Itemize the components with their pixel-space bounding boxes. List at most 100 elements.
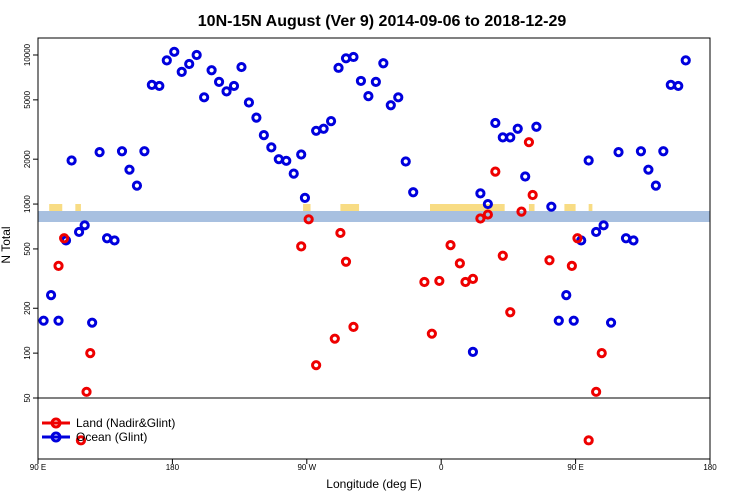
ocean-point <box>475 188 486 199</box>
ocean-point <box>299 192 311 203</box>
ocean-point <box>546 201 557 212</box>
ocean-point <box>408 187 419 198</box>
ocean-point <box>206 65 217 76</box>
ocean-point <box>355 75 367 87</box>
ocean-point <box>116 146 128 157</box>
land-point <box>296 241 307 252</box>
ocean-point <box>512 123 523 134</box>
x-tick-label: 180 <box>703 463 717 472</box>
ocean-point <box>400 156 411 167</box>
ocean-point <box>169 46 180 57</box>
ocean-point <box>591 226 602 238</box>
land-point <box>311 360 322 371</box>
land-point <box>329 333 340 344</box>
ocean-point <box>124 164 135 175</box>
ocean-point <box>139 146 150 157</box>
ocean-point <box>258 130 269 141</box>
y-tick-label: 5000 <box>23 90 32 108</box>
land-point <box>419 276 430 288</box>
land-point <box>527 189 538 201</box>
ocean-point <box>296 149 307 160</box>
ocean-point <box>568 315 579 326</box>
ocean-point <box>363 90 374 102</box>
ocean-point <box>251 112 262 123</box>
ocean-point <box>199 92 210 103</box>
land-point <box>85 348 96 359</box>
y-tick-label: 10000 <box>23 43 32 66</box>
y-axis-label: N Total <box>0 226 13 263</box>
land-point <box>523 137 535 148</box>
ocean-point <box>561 290 572 301</box>
ocean-point <box>79 220 90 231</box>
land-point <box>454 258 465 269</box>
ocean-point <box>393 92 404 103</box>
land-point <box>490 166 501 177</box>
ocean-point <box>658 146 669 157</box>
legend-land-label: Land (Nadir&Glint) <box>76 416 175 430</box>
ocean-point <box>490 117 501 129</box>
x-tick-label: 90 E <box>567 463 583 472</box>
ocean-point <box>184 58 195 70</box>
ocean-point <box>243 97 255 108</box>
ocean-point <box>176 66 187 78</box>
land-point <box>445 240 456 251</box>
ocean-point <box>605 317 617 328</box>
ocean-point <box>385 100 396 111</box>
land-point <box>335 227 346 239</box>
land-point <box>583 435 594 446</box>
ocean-point <box>38 315 49 326</box>
ocean-point <box>228 80 240 92</box>
ocean-point <box>628 235 639 246</box>
ocean-point <box>191 49 202 61</box>
coverage-band <box>38 211 710 222</box>
legend-ocean-label: Ocean (Glint) <box>76 430 147 444</box>
ocean-point <box>288 168 299 179</box>
ocean-point <box>213 76 225 87</box>
ocean-point <box>109 235 120 246</box>
plot-frame <box>37 37 711 460</box>
ocean-point <box>520 171 531 182</box>
ocean-point <box>531 121 542 132</box>
y-tick-label: 200 <box>23 301 32 315</box>
ocean-point <box>154 80 165 92</box>
x-tick-label: 90 W <box>297 463 316 472</box>
land-point <box>434 275 445 287</box>
y-tick-label: 1000 <box>23 195 32 213</box>
ocean-point <box>643 164 654 175</box>
ocean-point <box>281 155 292 166</box>
land-point <box>467 273 479 284</box>
ocean-point <box>467 346 479 357</box>
land-point <box>596 348 607 359</box>
ocean-point <box>370 76 381 87</box>
legend-land-marker <box>50 417 62 429</box>
ocean-point <box>635 146 647 157</box>
x-tick-label: 180 <box>166 463 180 472</box>
ocean-point <box>66 155 77 166</box>
ocean-point <box>378 58 389 69</box>
legend: Land (Nadir&Glint) Ocean (Glint) <box>42 416 175 444</box>
data-points <box>38 46 691 446</box>
land-point <box>303 214 314 225</box>
y-tick-label: 2000 <box>23 150 32 168</box>
ocean-point <box>161 55 172 66</box>
ocean-point <box>53 315 64 326</box>
ocean-point <box>673 80 684 92</box>
ocean-point <box>482 198 493 210</box>
ocean-point <box>583 155 594 166</box>
ocean-point <box>505 132 516 143</box>
ocean-point <box>553 315 564 326</box>
land-point <box>53 260 64 271</box>
ocean-point <box>333 62 344 73</box>
x-tick-label: 90 E <box>30 463 46 472</box>
land-point <box>591 386 602 397</box>
land-point <box>59 233 70 244</box>
x-tick-label: 0 <box>439 463 444 472</box>
y-tick-label: 50 <box>23 393 32 402</box>
y-tick-label: 500 <box>23 242 32 256</box>
land-point <box>426 328 437 339</box>
y-tick-label: 100 <box>23 346 32 360</box>
land-point <box>475 213 486 224</box>
ocean-point <box>87 317 98 328</box>
land-point <box>482 209 493 220</box>
